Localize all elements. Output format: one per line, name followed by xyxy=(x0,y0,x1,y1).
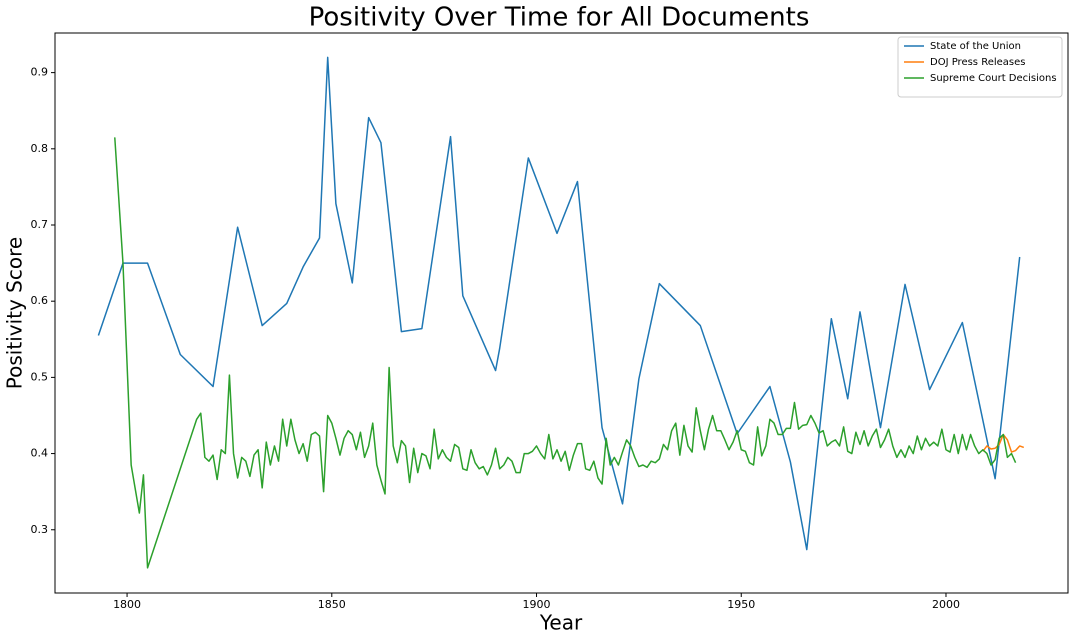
y-tick-label: 0.9 xyxy=(31,66,49,79)
x-tick-label: 1900 xyxy=(523,598,551,611)
legend-label: DOJ Press Releases xyxy=(930,57,1025,68)
legend-box xyxy=(897,36,1063,98)
x-tick-label: 2000 xyxy=(932,598,960,611)
series-line xyxy=(97,56,1021,551)
plot-frame xyxy=(54,32,1069,594)
y-tick-label: 0.7 xyxy=(31,218,49,231)
x-tick-label: 1800 xyxy=(113,598,141,611)
series-line xyxy=(114,137,1017,569)
legend-label: Supreme Court Decisions xyxy=(930,73,1057,84)
legend-label: State of the Union xyxy=(930,41,1021,52)
y-tick-label: 0.3 xyxy=(31,523,49,536)
chart-title: Positivity Over Time for All Documents xyxy=(309,3,810,33)
x-tick-label: 1850 xyxy=(318,598,346,611)
legend: State of the Union DOJ Press Releases Supr… xyxy=(897,36,1063,98)
y-tick-label: 0.4 xyxy=(31,447,49,460)
y-tick-label: 0.8 xyxy=(31,142,49,155)
x-axis-label: Year xyxy=(539,611,583,635)
x-tick-label: 1950 xyxy=(727,598,755,611)
y-axis-label: Positivity Score xyxy=(3,237,27,389)
y-tick-label: 0.6 xyxy=(31,294,49,307)
y-tick-label: 0.5 xyxy=(31,370,49,383)
